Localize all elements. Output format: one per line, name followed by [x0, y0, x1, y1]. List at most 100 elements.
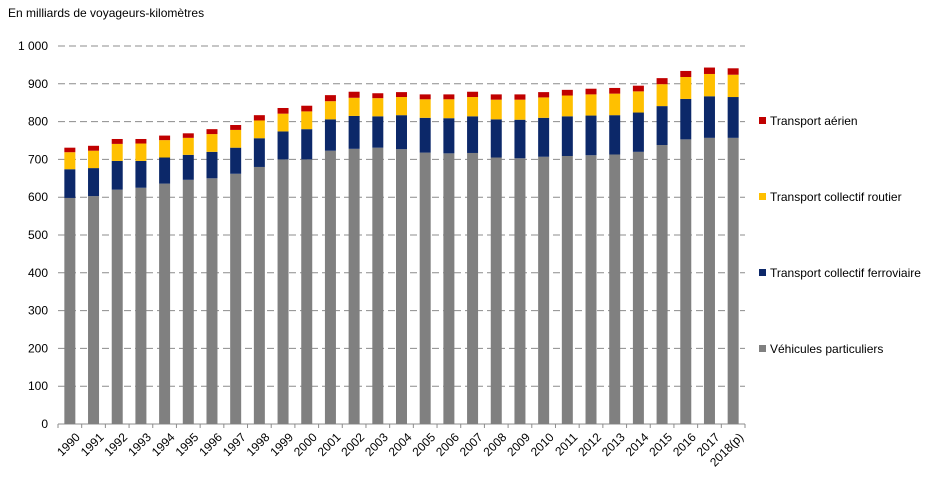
bar-segment-routier	[372, 98, 384, 117]
x-tick-label: 2008	[481, 430, 510, 459]
x-tick-label: 2009	[504, 430, 533, 459]
bar-segment-aerien	[324, 95, 336, 102]
bar-segment-aerien	[680, 70, 692, 77]
x-tick-label: 2015	[646, 430, 675, 459]
bar-segment-aerien	[538, 92, 550, 98]
bar-segment-aerien	[490, 94, 502, 100]
bar-segment-routier	[680, 76, 692, 99]
bar-segment-routier	[206, 134, 218, 152]
bar-segment-ferroviaire	[609, 115, 621, 155]
bar-segment-ferroviaire	[538, 117, 550, 157]
bar-segment-routier	[64, 152, 76, 170]
bar-segment-routier	[182, 137, 194, 155]
bar-segment-vehicules	[396, 149, 407, 424]
bar-segment-aerien	[419, 94, 431, 100]
y-tick-label: 500	[28, 228, 48, 242]
y-tick-label: 600	[28, 190, 48, 204]
x-tick-label: 2012	[575, 430, 604, 459]
bar-segment-ferroviaire	[182, 154, 194, 180]
bar-segment-vehicules	[680, 139, 692, 424]
bar-segment-routier	[609, 93, 621, 116]
bar-segment-routier	[727, 74, 739, 98]
bar-segment-aerien	[443, 94, 455, 100]
bar-segment-vehicules	[467, 152, 479, 424]
x-tick-label: 2010	[528, 430, 557, 459]
x-tick-label: 2007	[457, 430, 486, 459]
bar-segment-vehicules	[182, 179, 194, 424]
x-tick-label: 2016	[670, 430, 699, 459]
bar-segment-routier	[88, 150, 100, 169]
bar-segment-ferroviaire	[111, 160, 123, 190]
bar-segment-ferroviaire	[324, 119, 336, 151]
bar-segment-aerien	[467, 91, 479, 98]
bar-segment-routier	[111, 143, 123, 161]
bar-segment-ferroviaire	[467, 116, 479, 153]
x-tick-label: 2003	[362, 430, 391, 459]
bar-segment-aerien	[277, 107, 289, 114]
x-tick-label: 1990	[54, 430, 83, 459]
x-tick-label: 2001	[315, 430, 344, 459]
bar-segment-ferroviaire	[727, 97, 739, 138]
bar-segment-ferroviaire	[561, 116, 573, 156]
bar-segment-vehicules	[206, 178, 218, 424]
bar-segment-routier	[324, 101, 336, 120]
bar-segment-ferroviaire	[277, 131, 289, 160]
bar-segment-vehicules	[277, 159, 289, 424]
bar-segment-vehicules	[135, 187, 147, 424]
bar-segment-aerien	[561, 89, 573, 96]
bar-segment-aerien	[301, 105, 313, 112]
bar-segment-routier	[277, 113, 289, 132]
bar-segment-aerien	[585, 88, 597, 95]
bar-segment-routier	[230, 129, 242, 148]
legend-swatch	[759, 269, 766, 276]
bar-segment-vehicules	[514, 158, 526, 425]
bar-segment-aerien	[88, 145, 100, 151]
bar-segment-vehicules	[111, 189, 123, 424]
legend-swatch	[759, 193, 766, 200]
bar-segment-aerien	[135, 138, 147, 144]
bar-segment-ferroviaire	[703, 96, 715, 138]
bar-segment-vehicules	[538, 156, 550, 424]
y-tick-label: 400	[28, 266, 48, 280]
bar-segment-ferroviaire	[443, 118, 455, 154]
bar-segment-vehicules	[609, 154, 621, 424]
bar-segment-ferroviaire	[396, 115, 407, 150]
bar-segment-aerien	[727, 68, 739, 75]
x-tick-label: 2014	[623, 430, 652, 459]
bar-segment-ferroviaire	[159, 157, 171, 184]
bar-segment-aerien	[64, 147, 76, 153]
y-tick-label: 0	[41, 417, 48, 431]
bar-segment-routier	[632, 91, 644, 113]
bar-segment-ferroviaire	[253, 138, 265, 167]
y-tick-label: 700	[28, 152, 48, 166]
bar-segment-routier	[443, 99, 455, 119]
bar-segment-ferroviaire	[632, 112, 644, 152]
bar-segment-aerien	[514, 94, 526, 100]
legend-label: Véhicules particuliers	[770, 342, 883, 356]
bar-segment-ferroviaire	[514, 119, 526, 159]
bar-segment-vehicules	[656, 145, 668, 424]
bar-segment-routier	[301, 111, 313, 130]
bar-segment-vehicules	[88, 196, 100, 424]
bar-segment-routier	[490, 99, 502, 120]
bar-segment-ferroviaire	[230, 147, 242, 174]
legend-label: Transport aérien	[770, 114, 858, 128]
bar-segment-aerien	[206, 129, 218, 135]
x-tick-label: 2000	[291, 430, 320, 459]
y-axis-title: En milliards de voyageurs-kilomètres	[8, 6, 205, 20]
bar-segment-vehicules	[64, 197, 76, 424]
bar-segment-ferroviaire	[348, 115, 360, 149]
y-tick-label: 900	[28, 77, 48, 91]
bar-segment-routier	[348, 97, 360, 116]
bar-segment-aerien	[111, 138, 123, 144]
x-tick-label: 1992	[102, 430, 131, 459]
y-tick-label: 800	[28, 115, 48, 129]
bar-segment-routier	[467, 97, 479, 117]
y-tick-label: 200	[28, 341, 48, 355]
bar-segment-vehicules	[585, 155, 597, 424]
y-tick-label: 300	[28, 304, 48, 318]
bar-segment-vehicules	[324, 150, 336, 424]
bar-segment-routier	[419, 99, 431, 118]
bar-segment-aerien	[703, 67, 715, 74]
bar-segment-aerien	[609, 87, 621, 94]
